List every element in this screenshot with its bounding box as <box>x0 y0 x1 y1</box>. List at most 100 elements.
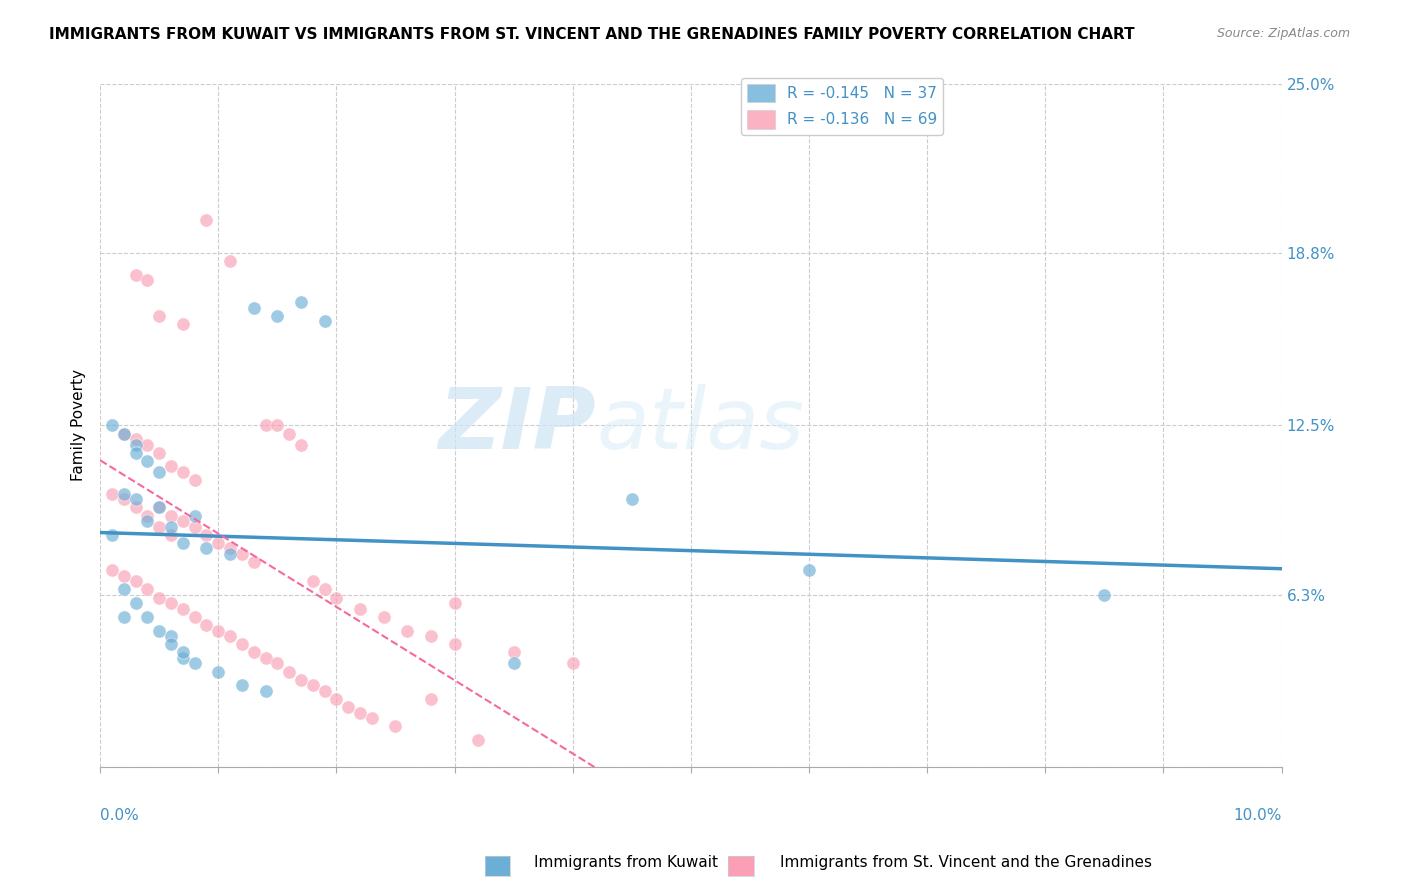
Point <box>160 519 183 533</box>
Text: 10.0%: 10.0% <box>1233 808 1281 823</box>
Point <box>101 528 124 542</box>
Point <box>242 301 264 315</box>
Point <box>219 541 242 556</box>
Point <box>172 601 194 615</box>
Point <box>101 487 124 501</box>
Point <box>242 555 264 569</box>
Point <box>148 624 170 638</box>
Point <box>278 426 301 441</box>
Point <box>101 418 124 433</box>
Point <box>124 500 146 515</box>
Point <box>561 657 583 671</box>
Point <box>242 645 264 659</box>
Point <box>172 536 194 550</box>
Text: Source: ZipAtlas.com: Source: ZipAtlas.com <box>1216 27 1350 40</box>
Point <box>160 528 183 542</box>
Point <box>349 706 371 720</box>
Point <box>620 492 643 507</box>
Legend: R = -0.145   N = 37, R = -0.136   N = 69: R = -0.145 N = 37, R = -0.136 N = 69 <box>741 78 943 135</box>
Point <box>502 645 524 659</box>
Point <box>160 508 183 523</box>
Point <box>124 432 146 446</box>
Point <box>112 426 135 441</box>
Point <box>124 574 146 589</box>
Point <box>172 651 194 665</box>
Point <box>124 596 146 610</box>
Point <box>1092 588 1115 602</box>
Text: ZIP: ZIP <box>439 384 596 467</box>
Point <box>136 610 159 624</box>
Point <box>373 610 395 624</box>
Point <box>112 569 135 583</box>
Point <box>195 541 218 556</box>
Point <box>290 673 312 687</box>
Point <box>124 446 146 460</box>
Point <box>160 596 183 610</box>
Point <box>266 418 288 433</box>
Point <box>148 500 170 515</box>
Point <box>419 692 441 706</box>
Point <box>301 574 323 589</box>
Point <box>325 692 347 706</box>
Point <box>207 624 229 638</box>
Point <box>219 254 242 268</box>
Point <box>266 657 288 671</box>
Point <box>290 437 312 451</box>
Point <box>112 426 135 441</box>
Point <box>124 437 146 451</box>
Point <box>136 582 159 597</box>
Point <box>148 500 170 515</box>
Point <box>443 596 465 610</box>
Point <box>207 665 229 679</box>
Point <box>195 213 218 227</box>
Point <box>112 582 135 597</box>
Point <box>136 508 159 523</box>
Text: Immigrants from St. Vincent and the Grenadines: Immigrants from St. Vincent and the Gren… <box>780 855 1153 870</box>
Point <box>112 492 135 507</box>
Point <box>219 547 242 561</box>
Point <box>136 273 159 287</box>
Point <box>314 314 336 328</box>
Point <box>112 610 135 624</box>
Point <box>254 418 277 433</box>
Point <box>266 309 288 323</box>
Point <box>360 711 382 725</box>
Point <box>337 700 360 714</box>
Point <box>160 637 183 651</box>
Point <box>183 519 205 533</box>
Text: 0.0%: 0.0% <box>100 808 139 823</box>
Point <box>124 492 146 507</box>
Point <box>136 514 159 528</box>
Point <box>231 547 253 561</box>
Point <box>231 678 253 692</box>
Point <box>148 519 170 533</box>
Text: IMMIGRANTS FROM KUWAIT VS IMMIGRANTS FROM ST. VINCENT AND THE GRENADINES FAMILY : IMMIGRANTS FROM KUWAIT VS IMMIGRANTS FRO… <box>49 27 1135 42</box>
Point <box>112 487 135 501</box>
Point <box>314 683 336 698</box>
Text: Immigrants from Kuwait: Immigrants from Kuwait <box>534 855 718 870</box>
Point <box>183 657 205 671</box>
Point <box>419 629 441 643</box>
Point <box>301 678 323 692</box>
Point <box>172 514 194 528</box>
Point <box>231 637 253 651</box>
Point <box>797 563 820 577</box>
Point <box>467 733 489 747</box>
Point <box>396 624 419 638</box>
Point <box>278 665 301 679</box>
Point <box>254 683 277 698</box>
Point <box>148 591 170 605</box>
Point <box>443 637 465 651</box>
Point <box>207 536 229 550</box>
Point <box>172 317 194 331</box>
Point <box>172 465 194 479</box>
Point <box>314 582 336 597</box>
Point <box>254 651 277 665</box>
Point <box>195 528 218 542</box>
Point <box>172 645 194 659</box>
Text: atlas: atlas <box>596 384 804 467</box>
Point <box>160 629 183 643</box>
Point <box>290 295 312 310</box>
Point <box>183 508 205 523</box>
Point <box>148 465 170 479</box>
